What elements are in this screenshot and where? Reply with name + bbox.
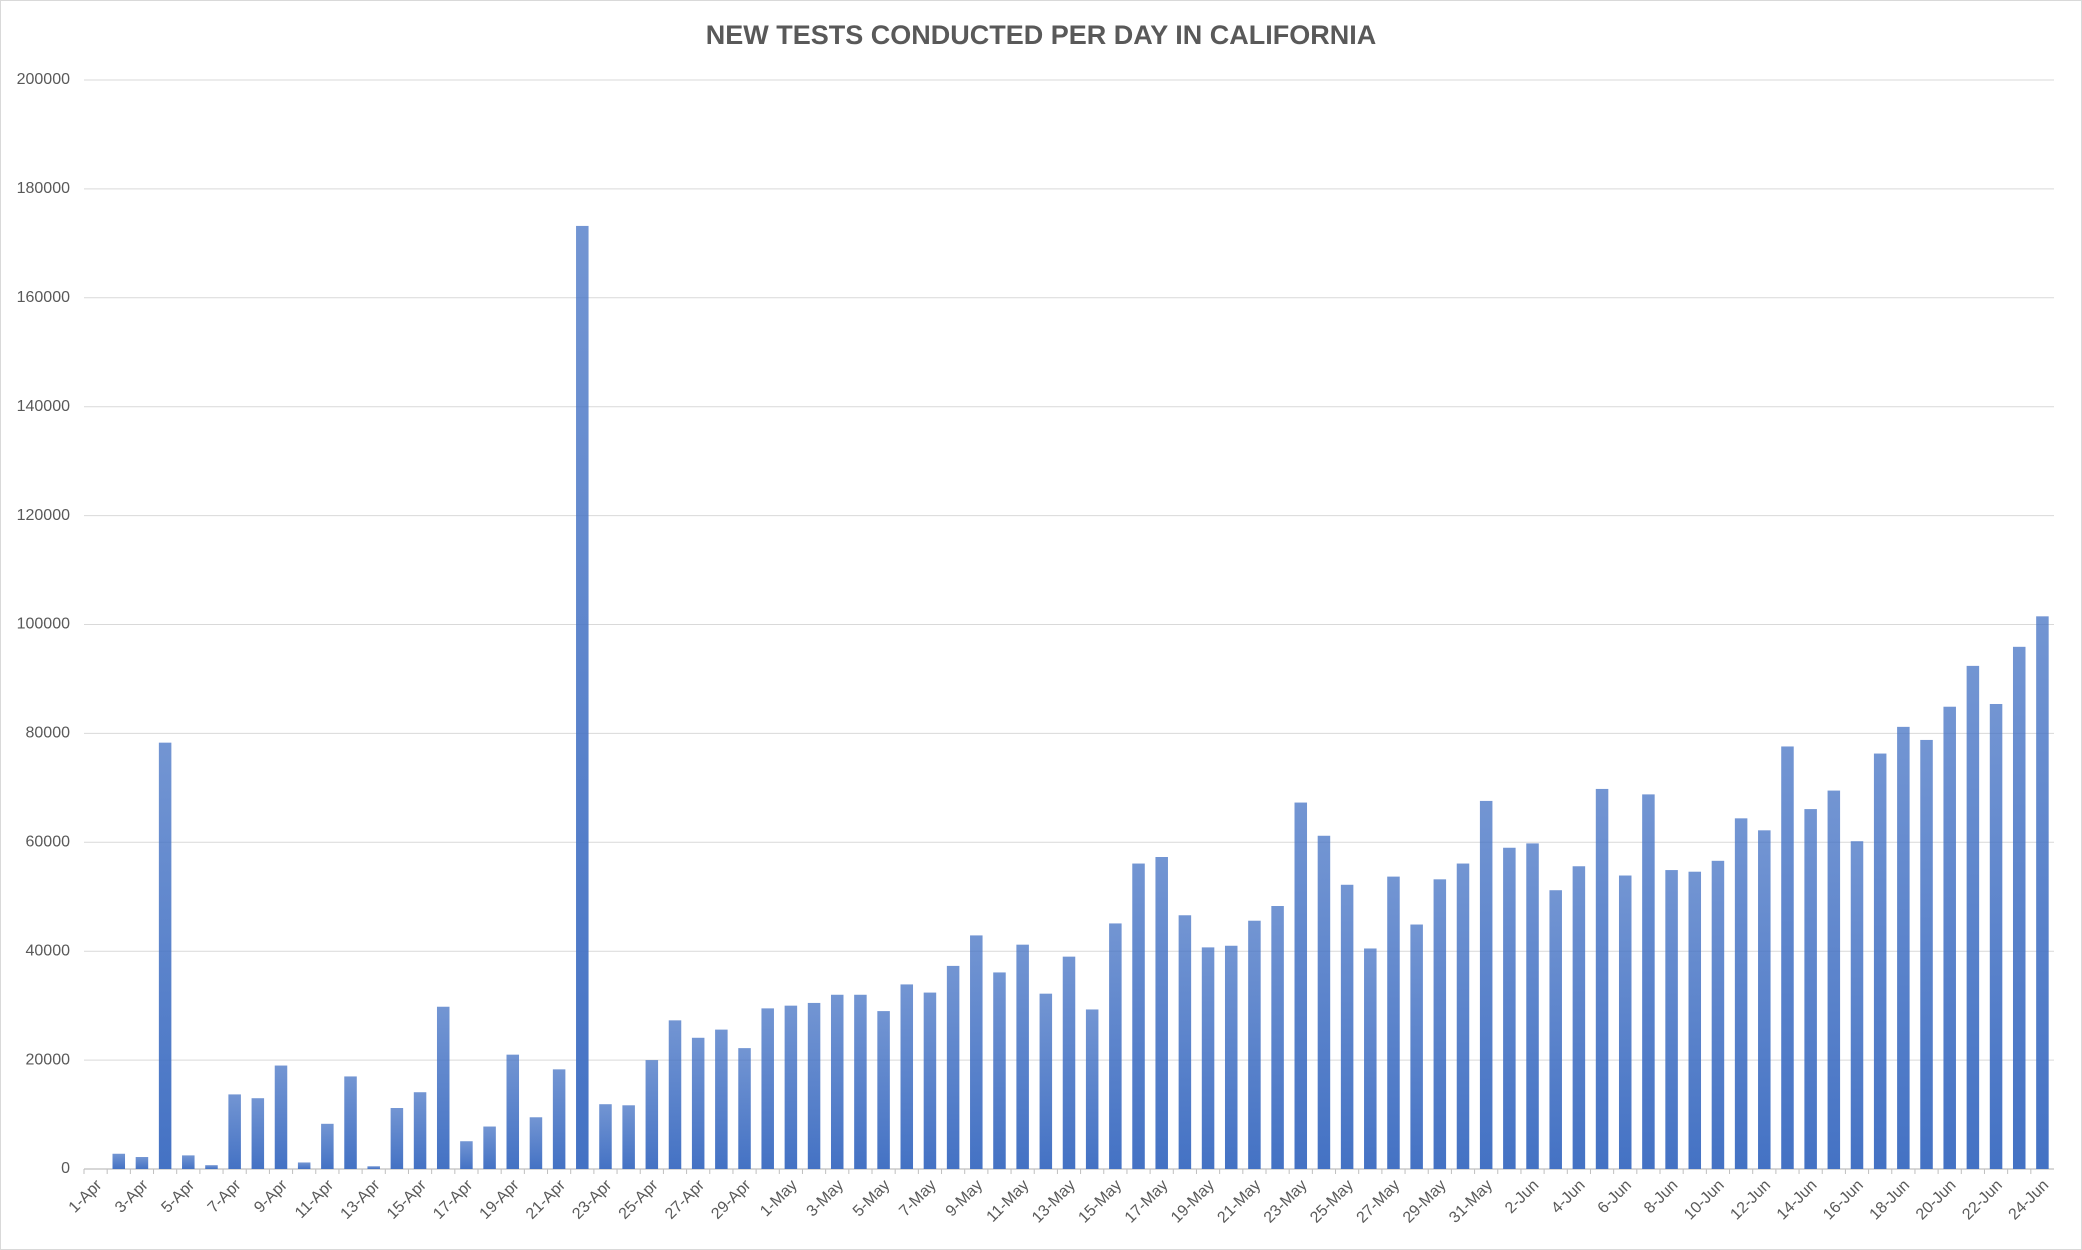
y-tick-label: 160000 bbox=[17, 289, 70, 306]
bar bbox=[1271, 906, 1284, 1169]
bar bbox=[506, 1054, 520, 1169]
bar bbox=[1410, 924, 1423, 1169]
bar bbox=[854, 994, 867, 1169]
bar bbox=[552, 1069, 566, 1169]
y-tick-label: 200000 bbox=[17, 71, 70, 88]
bar bbox=[1456, 863, 1470, 1169]
bar bbox=[1781, 746, 1794, 1169]
bar bbox=[1294, 802, 1308, 1169]
y-tick-label: 40000 bbox=[26, 942, 71, 959]
bar bbox=[715, 1029, 728, 1169]
bar bbox=[1549, 890, 1562, 1169]
y-tick-label: 0 bbox=[61, 1160, 70, 1177]
bar bbox=[158, 742, 172, 1169]
bar bbox=[321, 1123, 334, 1169]
bar bbox=[1804, 809, 1817, 1169]
bar bbox=[877, 1011, 890, 1169]
bar bbox=[1618, 875, 1632, 1169]
bar bbox=[1850, 841, 1864, 1169]
bar bbox=[1734, 818, 1748, 1169]
bar bbox=[1132, 863, 1145, 1169]
bar bbox=[1224, 945, 1238, 1169]
y-tick-label: 100000 bbox=[17, 616, 70, 633]
bar bbox=[946, 965, 960, 1169]
bar bbox=[1340, 884, 1354, 1169]
bar bbox=[2036, 616, 2049, 1169]
bar bbox=[622, 1105, 635, 1169]
y-tick-label: 120000 bbox=[17, 507, 70, 524]
bar bbox=[2012, 646, 2026, 1169]
bar bbox=[413, 1092, 427, 1169]
bar bbox=[1201, 947, 1215, 1169]
y-tick-label: 20000 bbox=[26, 1051, 71, 1068]
bar bbox=[900, 984, 914, 1169]
bar bbox=[1595, 788, 1609, 1169]
y-tick-label: 140000 bbox=[17, 398, 70, 415]
bar bbox=[1155, 857, 1168, 1169]
bar bbox=[1248, 920, 1261, 1169]
bar bbox=[436, 1006, 450, 1169]
bar bbox=[1085, 1009, 1099, 1169]
bar bbox=[970, 935, 983, 1169]
bar bbox=[1062, 956, 1076, 1169]
bar bbox=[1178, 915, 1192, 1169]
bar bbox=[1364, 948, 1377, 1169]
y-tick-label: 80000 bbox=[26, 725, 71, 742]
bar bbox=[807, 1002, 821, 1169]
bar bbox=[1109, 923, 1122, 1169]
bar bbox=[228, 1094, 241, 1169]
bar bbox=[691, 1037, 705, 1169]
bar bbox=[993, 972, 1006, 1169]
bar bbox=[830, 994, 844, 1169]
bar bbox=[1943, 706, 1956, 1169]
bar bbox=[1665, 870, 1678, 1169]
bar bbox=[460, 1141, 473, 1169]
bar bbox=[1317, 835, 1331, 1169]
bar bbox=[529, 1117, 543, 1169]
bar bbox=[483, 1126, 496, 1169]
bar bbox=[1920, 739, 1933, 1169]
bar bbox=[297, 1162, 311, 1169]
bar bbox=[274, 1065, 288, 1169]
bar bbox=[1758, 830, 1771, 1169]
bar bbox=[576, 225, 589, 1169]
bar bbox=[1711, 860, 1725, 1169]
bar bbox=[668, 1020, 682, 1169]
bar bbox=[1572, 866, 1586, 1169]
bar bbox=[1503, 847, 1516, 1169]
chart-title: NEW TESTS CONDUCTED PER DAY IN CALIFORNI… bbox=[706, 20, 1377, 50]
bar bbox=[1479, 800, 1493, 1169]
bar bbox=[251, 1098, 265, 1169]
bar bbox=[205, 1165, 218, 1169]
bar bbox=[1827, 790, 1841, 1169]
bar bbox=[738, 1048, 751, 1169]
bar bbox=[1966, 665, 1980, 1169]
bar bbox=[1526, 843, 1539, 1169]
bar bbox=[1039, 993, 1053, 1169]
bar bbox=[761, 1008, 774, 1169]
y-tick-label: 60000 bbox=[26, 834, 71, 851]
bar bbox=[135, 1157, 149, 1169]
bar bbox=[645, 1060, 659, 1169]
bar bbox=[599, 1104, 612, 1169]
bar bbox=[182, 1155, 195, 1169]
bar bbox=[367, 1166, 380, 1169]
bar bbox=[1873, 753, 1887, 1169]
bar bbox=[1642, 794, 1655, 1169]
bar bbox=[112, 1153, 126, 1169]
bar bbox=[344, 1076, 357, 1169]
bar bbox=[923, 992, 937, 1169]
bar bbox=[390, 1108, 404, 1169]
y-tick-label: 180000 bbox=[17, 180, 70, 197]
bar bbox=[1688, 871, 1702, 1169]
bar bbox=[1989, 703, 2003, 1169]
bar bbox=[1016, 944, 1029, 1169]
bar bbox=[784, 1005, 798, 1169]
bar bbox=[1897, 726, 1910, 1169]
bar bbox=[1387, 876, 1400, 1169]
bar bbox=[1433, 879, 1447, 1169]
